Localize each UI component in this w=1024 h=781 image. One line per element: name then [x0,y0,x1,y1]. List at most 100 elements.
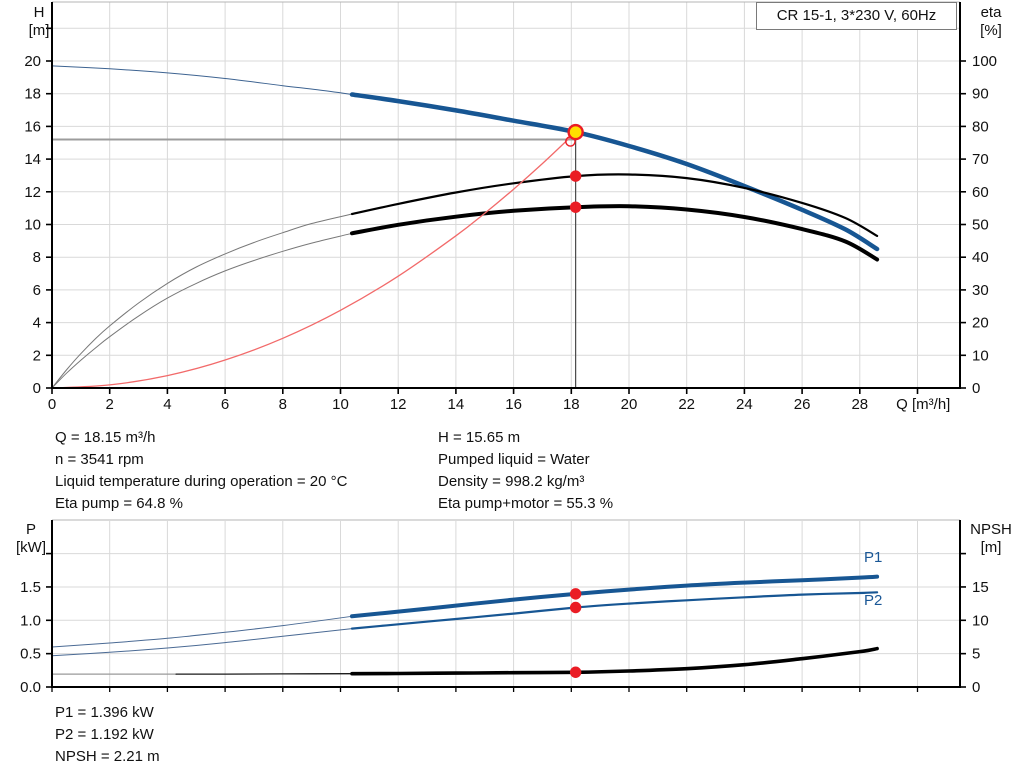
svg-text:1.0: 1.0 [20,612,41,629]
svg-text:40: 40 [972,249,989,266]
svg-text:28: 28 [851,396,868,413]
result-info-right: H = 15.65 m Pumped liquid = Water Densit… [438,427,613,515]
p-axis-title-unit: [kW] [16,539,46,556]
svg-text:24: 24 [736,396,753,413]
svg-text:50: 50 [972,217,989,234]
svg-text:6: 6 [221,396,229,413]
svg-text:100: 100 [972,53,997,70]
svg-text:12: 12 [390,396,407,413]
p1-curve-label: P1 [864,549,883,566]
qh-markers [565,123,584,213]
gridlines [52,1,960,686]
info-line-eta-tot: Eta pump+motor = 55.3 % [438,495,614,512]
svg-text:0.5: 0.5 [20,646,41,663]
eta-axis-title: eta [%] [968,4,1014,40]
eta-pump-lead-curve [51,213,353,389]
duty-point[interactable] [567,123,584,141]
npsh-axis-title: NPSH [m] [962,521,1020,557]
svg-text:0: 0 [972,380,980,397]
info-line-q: Q = 18.15 m³/h [55,429,156,446]
svg-text:90: 90 [972,86,989,103]
svg-text:15: 15 [972,579,989,596]
p-axis-title-symbol: P [25,521,36,538]
eta-pump-motor-point [569,201,582,213]
svg-text:0: 0 [33,380,41,397]
svg-text:0: 0 [48,396,56,413]
eta-pump-point [569,170,582,182]
result-info-bottom: P1 = 1.396 kW P2 = 1.192 kW NPSH = 2.21 … [55,702,160,768]
svg-text:20: 20 [621,396,638,413]
tick-labels: 0246810121416182001020304050607080901000… [20,27,997,696]
h-axis-title-symbol: H [33,4,45,21]
x-axis-unit-label: Q [m³/h] [896,396,950,413]
p1-main-curve [350,574,880,619]
eta-pump-main-curve [350,173,879,237]
svg-text:4: 4 [33,315,41,332]
svg-text:60: 60 [972,184,989,201]
svg-text:2: 2 [33,347,41,364]
svg-text:12: 12 [24,184,41,201]
svg-text:8: 8 [279,396,287,413]
p-npsh-markers [569,588,582,678]
svg-text:16: 16 [24,118,41,135]
p-npsh-curves [51,574,880,676]
p2-curve-label: P2 [864,592,883,609]
svg-text:10: 10 [24,217,41,234]
h-axis-title: H [m] [18,4,60,40]
system-curve-curve [51,131,577,389]
info-line-temp: Liquid temperature during operation = 20… [55,473,348,490]
svg-text:20: 20 [24,53,41,70]
result-info-left: Q = 18.15 m³/h n = 3541 rpm Liquid tempe… [55,427,347,515]
svg-text:18: 18 [24,86,41,103]
eta-pump-motor-lead-curve [51,232,353,389]
svg-text:2: 2 [106,396,114,413]
svg-text:6: 6 [33,282,41,299]
info-line-p1: P1 = 1.396 kW [55,704,154,721]
p2-lead-curve [51,628,353,657]
svg-text:30: 30 [972,282,989,299]
svg-text:0: 0 [972,679,980,696]
info-line-eta: Eta pump = 64.8 % [55,495,183,512]
p1-point [569,588,582,600]
eta-axis-title-symbol: eta [980,4,1002,21]
info-line-npsh: NPSH = 2.21 m [55,748,160,765]
svg-text:16: 16 [505,396,522,413]
svg-text:22: 22 [678,396,695,413]
svg-text:14: 14 [24,151,41,168]
info-line-p2: P2 = 1.192 kW [55,726,154,743]
info-line-density: Density = 998.2 kg/m³ [438,473,585,490]
svg-text:1.5: 1.5 [20,579,41,596]
info-line-liquid: Pumped liquid = Water [438,451,590,468]
qh-main-curve [349,92,880,252]
svg-text:18: 18 [563,396,580,413]
svg-text:70: 70 [972,151,989,168]
eta-pump-motor-main-curve [350,204,880,262]
duty-crosshair [52,132,577,388]
p2-point [569,601,582,614]
svg-text:80: 80 [972,118,989,135]
npsh-axis-title-symbol: NPSH [970,521,1012,538]
npsh-point [569,666,582,678]
svg-text:4: 4 [163,396,171,413]
npsh-main-curve [350,646,879,676]
info-line-n: n = 3541 rpm [55,451,144,468]
svg-text:26: 26 [794,396,811,413]
svg-text:10: 10 [972,347,989,364]
npsh-axis-title-unit: [m] [980,539,1002,556]
svg-text:10: 10 [972,612,989,629]
p-axis-title: P [kW] [6,521,56,557]
p2-main-curve [350,591,879,630]
h-axis-title-unit: [m] [28,22,50,39]
p1-lead-curve [51,615,353,648]
svg-text:5: 5 [972,646,980,663]
qh-eta-curves [51,65,880,389]
svg-text:8: 8 [33,249,41,266]
axes [51,2,961,688]
qh-lead-curve [51,65,353,95]
svg-text:14: 14 [448,396,465,413]
info-line-h: H = 15.65 m [438,429,521,446]
svg-text:10: 10 [332,396,349,413]
pump-title-box: CR 15-1, 3*230 V, 60Hz [756,2,957,30]
